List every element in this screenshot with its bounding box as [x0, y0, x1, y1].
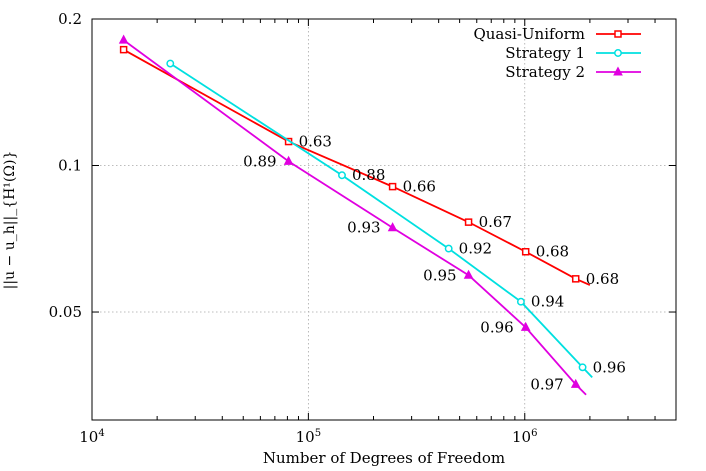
data-point	[463, 269, 474, 279]
series-strategy-1	[166, 59, 593, 379]
x-tick-label: 106	[512, 428, 537, 446]
y-axis-label: ||u − u_h||_{H¹(Ω)}	[2, 151, 18, 290]
data-point	[118, 34, 129, 44]
x-tick-label: 104	[79, 428, 104, 446]
y-tick-label: 0.05	[49, 303, 82, 321]
data-label: 0.96	[593, 358, 626, 376]
legend-label: Quasi-Uniform	[473, 25, 585, 43]
y-tick-label: 0.1	[58, 157, 82, 175]
series-group	[118, 34, 593, 396]
data-label: 0.68	[536, 243, 569, 261]
data-point	[444, 244, 453, 253]
data-label: 0.94	[531, 293, 564, 311]
data-label: 0.93	[347, 219, 380, 237]
data-label: 0.88	[352, 166, 385, 184]
data-point	[464, 218, 473, 226]
x-tick-label: 105	[296, 428, 321, 446]
data-point	[516, 297, 525, 306]
plot-frame	[91, 18, 677, 421]
data-label: 0.89	[243, 152, 276, 170]
data-point	[283, 155, 294, 165]
data-point	[388, 182, 397, 191]
data-label: 0.63	[299, 133, 332, 151]
x-axis-label: Number of Degrees of Freedom	[263, 449, 505, 467]
data-label: 0.66	[403, 178, 436, 196]
series-line	[123, 39, 587, 396]
data-point	[338, 171, 346, 180]
data-point	[521, 247, 530, 256]
data-label: 0.95	[423, 266, 456, 284]
data-label: 0.92	[459, 240, 492, 258]
legend-marker	[614, 49, 622, 57]
data-point	[571, 275, 580, 283]
data-label: 0.68	[586, 270, 619, 288]
data-point	[119, 45, 128, 54]
data-labels: 0.63 0.66 0.67 0.68 0.68 0.88 0.92 0.94 0.96 0.89…	[243, 133, 626, 394]
data-point	[387, 222, 398, 232]
data-point	[570, 378, 581, 388]
data-point	[520, 321, 531, 331]
grid	[92, 19, 676, 420]
legend-marker	[613, 66, 623, 76]
legend-label: Strategy 2	[505, 63, 585, 81]
data-label: 0.67	[479, 213, 512, 231]
data-point	[166, 59, 175, 68]
series-strategy-2	[118, 34, 587, 396]
y-tick-label: 0.2	[58, 10, 82, 28]
legend-label: Strategy 1	[505, 44, 585, 62]
data-label: 0.97	[530, 375, 563, 393]
data-point	[578, 363, 587, 372]
legend-marker	[614, 30, 622, 38]
axis-ticks: 104 105 106 0.05 0.1 0.2	[49, 10, 676, 446]
data-label: 0.96	[480, 318, 513, 336]
